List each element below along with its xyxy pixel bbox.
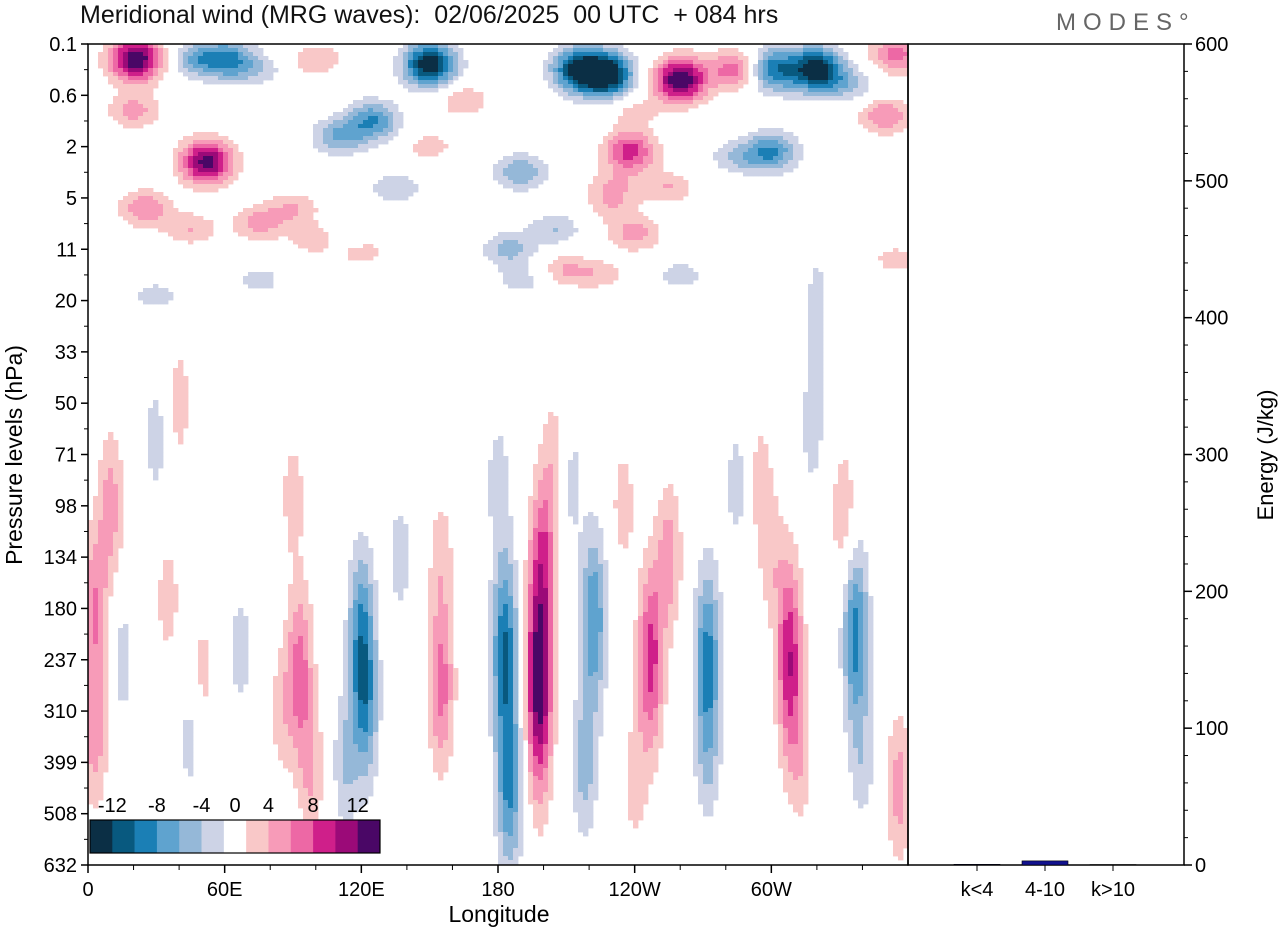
y-tick-label: 0.1: [49, 34, 77, 56]
colorbar-label: -4: [193, 795, 211, 817]
colorbar-bin: [112, 820, 135, 853]
energy-category-label: 4-10: [1025, 879, 1065, 901]
energy-y-tick-label: 600: [1195, 34, 1228, 56]
main-axes: 0.1 0.6 2 5 11 20 33 50 71 98 134 180 237 310 399 508 63…: [1, 34, 909, 927]
colorbar-label: -12: [98, 795, 127, 817]
y-tick-label: 20: [55, 291, 77, 313]
x-axis-label: Longitude: [448, 901, 549, 927]
y-tick-label: 5: [66, 188, 77, 210]
y-tick-label: 180: [44, 598, 77, 620]
colorbar-bin: [134, 820, 158, 853]
y-tick-label: 310: [44, 701, 77, 723]
colorbar-label: 12: [347, 795, 369, 817]
y-tick-label: 508: [44, 804, 77, 826]
y-tick-label: 33: [55, 342, 77, 364]
energy-y-tick-label: 300: [1195, 445, 1228, 467]
colorbar-bin: [357, 820, 381, 853]
x-tick-label: 120E: [338, 879, 385, 901]
y-tick-label: 11: [56, 239, 77, 261]
energy-panel: 0 100 200 300 400 500 600 Energy (J/kg) k<4 4-10 k…: [907, 34, 1278, 901]
y-tick-label: 632: [44, 855, 77, 877]
energy-y-tick-label: 200: [1195, 581, 1228, 603]
energy-y-tick-label: 100: [1195, 718, 1228, 740]
x-tick-label: 60E: [207, 879, 243, 901]
y-tick-label: 237: [44, 650, 77, 672]
energy-axis-label: Energy (J/kg): [1253, 390, 1278, 521]
y-tick-label: 71: [55, 445, 77, 467]
colorbar-bin: [246, 820, 269, 853]
colorbar-label: 4: [263, 795, 274, 817]
y-tick-label: 50: [55, 393, 77, 415]
energy-y-tick-label: 400: [1195, 308, 1228, 330]
y-tick-label: 399: [44, 752, 77, 774]
energy-frame: [907, 43, 1185, 866]
colorbar-label: -8: [148, 795, 166, 817]
colorbar-bin: [313, 820, 336, 853]
colorbar-bin: [223, 820, 247, 853]
energy-category-label: k>10: [1091, 879, 1135, 901]
wind-heatmap: [88, 44, 908, 865]
colorbar-bin: [290, 820, 314, 853]
energy-bar: [953, 864, 1001, 866]
colorbar-bin: [90, 820, 113, 853]
x-tick-label: 120W: [609, 879, 661, 901]
x-tick-label: 180: [481, 879, 514, 901]
colorbar-bin: [335, 820, 358, 853]
y-tick-label: 0.6: [49, 85, 77, 107]
energy-y-tick-label: 0: [1195, 855, 1206, 877]
colorbar-bin: [156, 820, 180, 853]
energy-bar: [1021, 860, 1069, 866]
y-axis-label: Pressure levels (hPa): [1, 345, 27, 565]
y-tick-label: 134: [44, 547, 77, 569]
colorbar-frame: [89, 819, 381, 854]
modes-logo: MODES°: [1056, 9, 1196, 36]
colorbar-label: 8: [308, 795, 319, 817]
x-tick-label: 60W: [751, 879, 792, 901]
colorbar-bin: [201, 820, 225, 853]
energy-category-label: k<4: [961, 879, 994, 901]
colorbar-bin: [268, 820, 292, 853]
y-tick-label: 98: [55, 496, 77, 518]
chart-title: Meridional wind (MRG waves): 02/06/2025 …: [80, 1, 779, 29]
energy-y-tick-label: 500: [1195, 171, 1228, 193]
colorbar-label: 0: [229, 795, 240, 817]
x-tick-label: 0: [82, 879, 93, 901]
colorbar: -12 -8 -4 0 4 8 12: [89, 795, 381, 854]
y-tick-label: 2: [66, 137, 77, 159]
colorbar-bin: [179, 820, 202, 853]
